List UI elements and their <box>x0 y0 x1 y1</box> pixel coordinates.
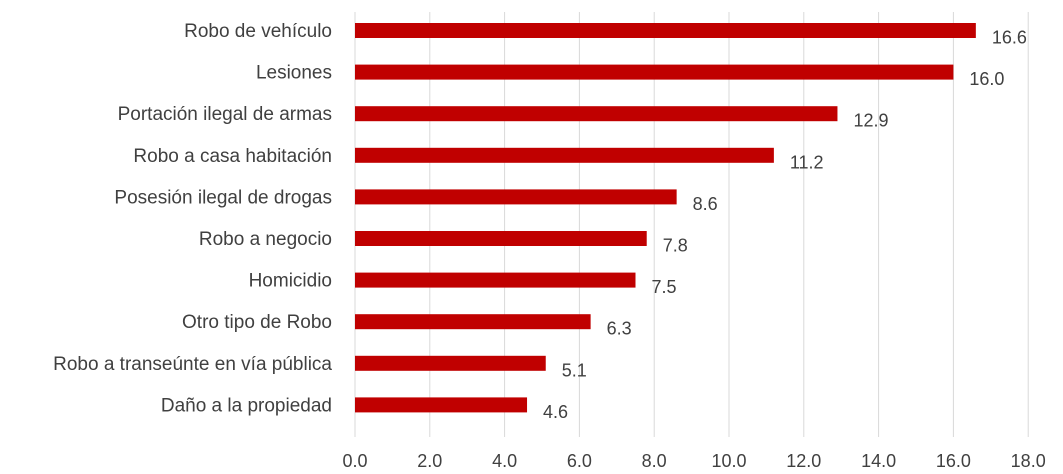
data-label: 7.5 <box>652 277 677 297</box>
bar <box>355 106 838 122</box>
x-tick-label: 0.0 <box>342 451 367 469</box>
gridlines <box>354 12 1029 437</box>
category-label: Daño a la propiedad <box>161 395 332 416</box>
category-label: Portación ilegal de armas <box>118 104 332 125</box>
x-tick-label: 2.0 <box>417 451 442 469</box>
data-label: 5.1 <box>562 360 587 380</box>
category-label: Robo de vehículo <box>184 21 332 42</box>
x-tick-label: 4.0 <box>492 451 517 469</box>
category-label: Otro tipo de Robo <box>182 312 332 333</box>
x-tick-label: 16.0 <box>936 451 971 469</box>
data-label: 11.2 <box>790 152 824 172</box>
bar <box>355 189 677 205</box>
bar <box>355 314 591 330</box>
x-tick-label: 6.0 <box>567 451 592 469</box>
data-label: 4.6 <box>543 402 568 422</box>
bar <box>355 231 647 246</box>
data-label: 16.6 <box>992 28 1027 48</box>
x-tick-label: 8.0 <box>642 451 667 469</box>
x-axis-tick-labels: 0.0 2.0 4.0 6.0 8.0 10.0 12.0 14.0 16.0 18.0 <box>342 451 1046 471</box>
data-label: 12.9 <box>853 111 888 131</box>
category-label: Robo a transeúnte en vía pública <box>53 354 332 375</box>
category-label: Robo a casa habitación <box>133 146 332 167</box>
category-label: Robo a negocio <box>199 229 332 250</box>
category-label: Homicidio <box>249 271 332 292</box>
data-label: 8.6 <box>693 194 718 214</box>
bar <box>355 64 954 80</box>
data-label: 7.8 <box>663 236 688 256</box>
x-tick-label: 14.0 <box>861 451 896 469</box>
data-label: 16.0 <box>969 69 1004 89</box>
bar <box>355 355 546 371</box>
bar <box>355 397 528 413</box>
category-label: Lesiones <box>256 63 332 84</box>
category-labels: Robo de vehículo Lesiones Portación ilegal… <box>53 21 332 416</box>
bar <box>355 23 976 38</box>
category-label: Posesión ilegal de drogas <box>114 187 332 208</box>
data-label: 6.3 <box>607 319 632 339</box>
bars <box>355 23 976 413</box>
bar <box>355 272 636 288</box>
data-labels: 16.6 16.0 12.9 11.2 8.6 7.8 7.5 6.3 5.1 4.6 <box>543 28 1027 422</box>
x-tick-label: 10.0 <box>711 451 746 469</box>
bar <box>355 147 774 163</box>
x-tick-label: 18.0 <box>1011 451 1046 469</box>
x-tick-label: 12.0 <box>786 451 821 469</box>
